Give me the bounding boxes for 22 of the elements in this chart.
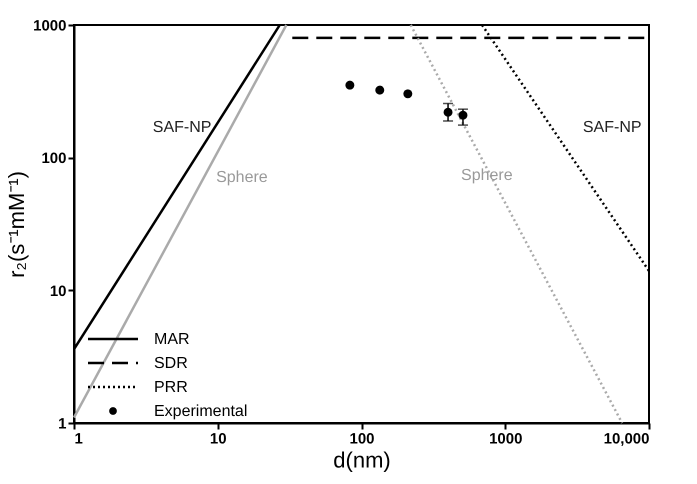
y-tick-label: 1000 <box>33 18 66 34</box>
legend-label: MAR <box>154 331 190 348</box>
point <box>403 89 412 98</box>
y-tick-label: 1 <box>58 416 66 432</box>
x-tick-label: 10,000 <box>604 430 650 448</box>
x-axis-title: d(nm) <box>333 448 391 472</box>
x-tick-label: 100 <box>349 430 375 448</box>
x-tick-label: 10 <box>210 430 227 448</box>
annotation: Sphere <box>216 169 268 186</box>
x-tick-label: 1000 <box>489 430 522 448</box>
annotation: SAF-NP <box>582 118 642 136</box>
point <box>345 80 354 90</box>
y-tick-label: 10 <box>50 282 66 300</box>
y-axis-title: r₂(s⁻¹mM⁻¹) <box>4 171 30 278</box>
annotation: Sphere <box>461 167 513 184</box>
legend-label: Experimental <box>154 403 248 420</box>
point <box>375 86 384 95</box>
legend-label: SDR <box>154 355 188 372</box>
x-tick-label: 1 <box>74 430 83 448</box>
y-tick-label: 100 <box>41 150 66 168</box>
legend-label: PRR <box>154 379 188 396</box>
annotation: SAF-NP <box>152 118 212 136</box>
